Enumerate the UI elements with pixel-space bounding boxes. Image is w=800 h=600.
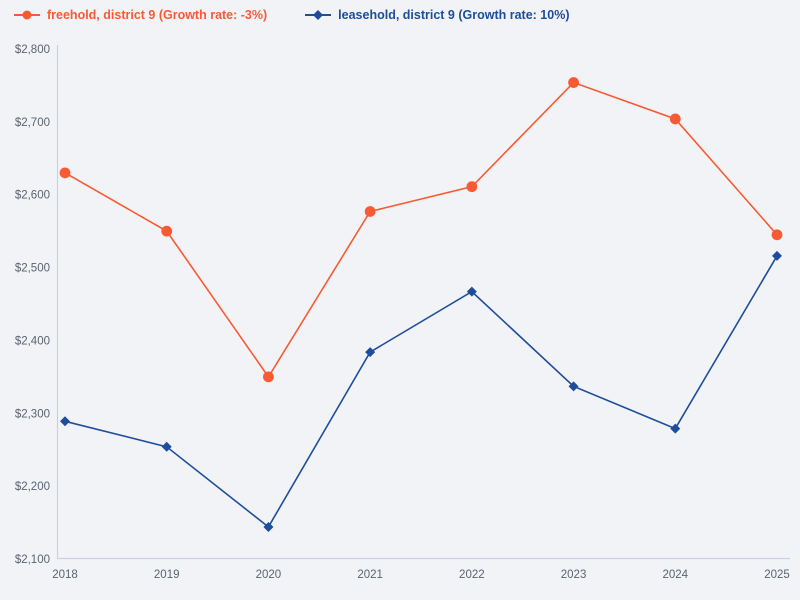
data-point-marker[interactable] <box>161 225 173 237</box>
x-tick-label: 2020 <box>256 569 282 581</box>
chart-legend: freehold, district 9 (Growth rate: -3%) … <box>14 8 569 22</box>
data-point-marker[interactable] <box>364 206 376 217</box>
y-tick-label: $2,500 <box>15 263 50 275</box>
data-point-marker[interactable] <box>60 416 70 427</box>
legend-item-leasehold[interactable]: leasehold, district 9 (Growth rate: 10%) <box>305 8 569 22</box>
data-point-marker[interactable] <box>263 371 274 383</box>
data-point-marker[interactable] <box>466 286 477 297</box>
data-point-marker[interactable] <box>670 423 681 434</box>
y-tick-label: $2,800 <box>15 44 50 56</box>
y-tick-label: $2,100 <box>15 554 50 566</box>
data-point-marker[interactable] <box>669 113 681 125</box>
data-point-marker[interactable] <box>771 229 783 241</box>
data-point-marker[interactable] <box>263 521 274 532</box>
x-tick-label: 2022 <box>459 569 485 581</box>
x-tick-label: 2021 <box>357 569 383 581</box>
data-point-marker[interactable] <box>466 181 478 193</box>
y-tick-label: $2,300 <box>15 408 50 420</box>
legend-circle-marker-icon <box>14 9 40 21</box>
legend-label-freehold: freehold, district 9 (Growth rate: -3%) <box>47 8 268 22</box>
x-tick-label: 2023 <box>561 569 587 581</box>
y-tick-label: $2,200 <box>15 481 50 493</box>
data-point-marker[interactable] <box>568 77 579 88</box>
x-tick-label: 2025 <box>764 569 790 581</box>
data-point-marker[interactable] <box>161 441 172 452</box>
data-point-marker[interactable] <box>568 381 579 392</box>
legend-label-leasehold: leasehold, district 9 (Growth rate: 10%) <box>338 8 570 22</box>
x-tick-label: 2019 <box>154 569 180 581</box>
data-point-marker[interactable] <box>365 347 376 358</box>
x-tick-label: 2024 <box>662 569 688 581</box>
x-tick-label: 2018 <box>52 569 78 581</box>
series-line-circle <box>64 81 778 379</box>
data-point-marker[interactable] <box>772 250 782 261</box>
series-line-diamond <box>64 255 778 529</box>
data-point-marker[interactable] <box>59 167 71 179</box>
legend-diamond-marker-icon <box>305 9 332 21</box>
y-tick-label: $2,400 <box>15 335 50 347</box>
legend-item-freehold[interactable]: freehold, district 9 (Growth rate: -3%) <box>14 8 267 22</box>
y-tick-label: $2,700 <box>15 117 50 129</box>
y-tick-label: $2,600 <box>15 190 50 202</box>
